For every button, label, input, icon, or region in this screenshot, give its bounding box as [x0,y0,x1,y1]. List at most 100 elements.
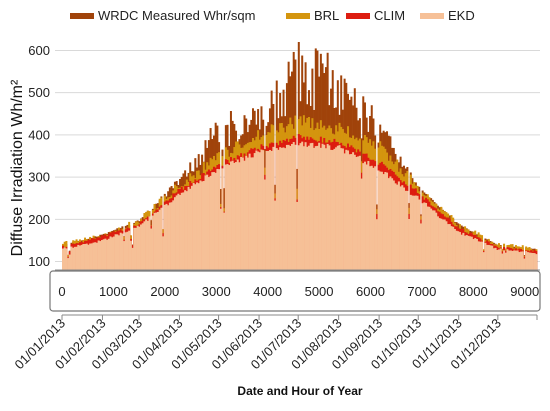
bar-3-171 [352,152,355,270]
bar-3-52 [150,228,153,270]
bar-3-239 [467,235,470,270]
bar-3-270 [520,251,523,270]
hourly-bars [62,42,538,271]
bar-3-124 [272,146,275,270]
bar-3-230 [452,226,455,270]
bar-3-172 [353,154,356,270]
bar-3-146 [309,143,312,270]
bar-3-105 [240,156,243,270]
y-tick-label-200: 200 [28,212,50,227]
bar-3-73 [185,191,188,270]
bar-3-203 [406,190,409,270]
bar-3-183 [372,167,375,270]
bar-3-131 [284,148,287,270]
bar-3-30 [112,236,115,270]
bar-3-53 [151,215,154,270]
bar-3-83 [202,181,205,270]
bar-3-254 [492,248,495,270]
bar-3-247 [481,241,484,270]
bar-3-251 [487,244,490,270]
hour-tick-label-8000: 8000 [459,284,488,299]
bar-3-20 [95,242,98,270]
bar-3-46 [140,224,143,270]
bar-3-27 [107,238,110,270]
bar-3-188 [380,171,383,270]
bar-3-264 [509,250,512,270]
hour-tick-label-0: 0 [58,284,65,299]
legend-label-2: CLIM [374,8,405,23]
bar-3-47 [141,223,144,270]
bar-3-272 [523,258,526,270]
bar-3-37 [124,232,127,270]
bar-3-28 [109,236,112,270]
bar-3-142 [302,146,305,270]
bar-3-125 [274,200,277,270]
bar-3-100 [231,160,234,270]
bar-3-48 [143,221,146,270]
bar-3-136 [292,142,295,270]
bar-3-103 [236,159,239,270]
bar-3-1 [63,247,66,270]
bar-3-277 [531,252,534,270]
bar-3-41 [131,247,134,270]
bar-3-7 [73,246,76,270]
bar-3-63 [168,202,171,270]
bar-3-164 [340,148,343,270]
bar-3-126 [275,148,278,270]
bar-3-161 [335,147,338,270]
bar-3-82 [201,181,204,270]
bar-3-115 [257,151,260,270]
bar-3-152 [319,147,322,270]
bar-3-217 [430,208,433,270]
bar-3-99 [229,161,232,270]
bar-3-237 [464,235,467,270]
bar-3-134 [289,145,292,270]
bar-3-92 [218,169,221,270]
bar-3-25 [104,238,107,270]
bar-3-186 [377,170,380,270]
bar-3-197 [396,184,399,270]
bar-3-223 [440,218,443,270]
bar-3-175 [358,155,361,270]
bar-3-62 [167,205,170,270]
bar-3-109 [246,157,249,270]
legend-swatch-2 [346,13,370,19]
bar-3-226 [445,221,448,270]
bar-3-4 [68,254,71,270]
bar-3-238 [465,235,468,270]
bar-3-233 [457,231,460,270]
bar-3-96 [224,164,227,270]
bar-3-75 [189,188,192,270]
bar-3-195 [392,180,395,270]
bar-3-246 [479,241,482,270]
bar-3-93 [219,208,222,270]
bar-3-253 [491,245,494,270]
bar-3-263 [508,250,511,270]
bar-3-278 [533,253,536,270]
hour-tick-labels: 0 1000 2000 3000 4000 5000 6000 7000 8000 9000 [58,284,539,299]
bar-3-69 [179,194,182,270]
bar-3-81 [199,180,202,270]
bar-3-44 [136,225,139,270]
bar-3-265 [511,250,514,270]
bar-3-21 [97,240,100,270]
bar-3-84 [204,175,207,270]
bar-3-182 [370,165,373,270]
bar-3-68 [177,193,180,270]
bar-3-3 [67,258,70,270]
bar-3-232 [455,230,458,270]
bar-3-241 [470,236,473,270]
bar-3-181 [369,166,372,270]
bar-3-116 [258,152,261,270]
bar-3-259 [501,253,504,270]
bar-3-256 [496,249,499,270]
bar-3-266 [513,250,516,270]
bar-3-119 [263,179,266,270]
bar-3-250 [486,244,489,270]
bar-3-234 [458,232,461,270]
bar-3-102 [235,162,238,270]
bar-3-163 [338,145,341,270]
bar-3-141 [301,141,304,270]
bar-3-193 [389,176,392,270]
